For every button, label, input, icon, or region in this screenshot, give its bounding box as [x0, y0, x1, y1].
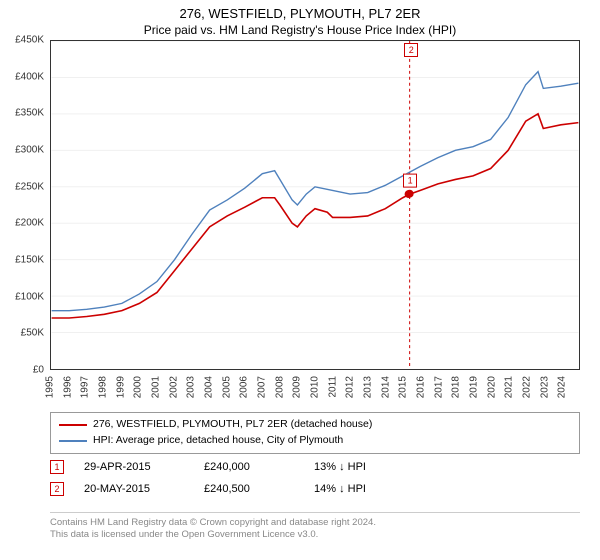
chart-title: 276, WESTFIELD, PLYMOUTH, PL7 2ER [0, 0, 600, 21]
sale-date: 20-MAY-2015 [84, 483, 184, 495]
x-tick-label: 2001 [151, 376, 162, 398]
x-tick-label: 2005 [221, 376, 232, 398]
chart-area: £0 £50K £100K £150K £200K £250K £300K £350K £400… [0, 40, 600, 410]
x-tick-label: 1997 [80, 376, 91, 398]
sale-delta: 14% ↓ HPI [314, 483, 394, 495]
x-tick-label: 2015 [398, 376, 409, 398]
x-tick-label: 2009 [292, 376, 303, 398]
legend: 276, WESTFIELD, PLYMOUTH, PL7 2ER (detac… [50, 412, 580, 454]
x-tick-label: 2000 [133, 376, 144, 398]
y-tick-label: £0 [33, 365, 44, 376]
x-tick-label: 2016 [416, 376, 427, 398]
x-tick-label: 2008 [274, 376, 285, 398]
y-tick-label: £250K [15, 181, 44, 192]
x-tick-label: 1995 [45, 376, 56, 398]
x-tick-label: 2010 [310, 376, 321, 398]
legend-item: 276, WESTFIELD, PLYMOUTH, PL7 2ER (detac… [59, 417, 571, 433]
y-tick-label: £350K [15, 108, 44, 119]
sale-badge: 1 [50, 460, 64, 474]
x-tick-label: 2014 [380, 376, 391, 398]
legend-swatch [59, 424, 87, 426]
sale-date: 29-APR-2015 [84, 461, 184, 473]
sale-price: £240,000 [204, 461, 294, 473]
y-tick-label: £450K [15, 35, 44, 46]
legend-swatch [59, 440, 87, 442]
x-tick-label: 2004 [204, 376, 215, 398]
x-tick-label: 1996 [62, 376, 73, 398]
sales-table: 1 29-APR-2015 £240,000 13% ↓ HPI 2 20-MAY-201… [50, 456, 580, 500]
x-tick-label: 2024 [557, 376, 568, 398]
x-tick-label: 2022 [522, 376, 533, 398]
plot-svg [51, 41, 579, 369]
x-tick-label: 2011 [327, 376, 338, 398]
y-tick-label: £150K [15, 255, 44, 266]
legend-item: HPI: Average price, detached house, City… [59, 433, 571, 449]
sale-marker-badge: 2 [404, 43, 418, 57]
sale-row: 1 29-APR-2015 £240,000 13% ↓ HPI [50, 456, 580, 478]
legend-label: HPI: Average price, detached house, City… [93, 433, 343, 449]
y-tick-label: £50K [21, 328, 44, 339]
sale-delta: 13% ↓ HPI [314, 461, 394, 473]
x-tick-label: 2021 [504, 376, 515, 398]
sale-price: £240,500 [204, 483, 294, 495]
y-tick-label: £200K [15, 218, 44, 229]
x-tick-label: 2020 [486, 376, 497, 398]
x-tick-label: 2019 [469, 376, 480, 398]
x-tick-label: 1999 [115, 376, 126, 398]
sale-row: 2 20-MAY-2015 £240,500 14% ↓ HPI [50, 478, 580, 500]
x-tick-label: 2018 [451, 376, 462, 398]
x-tick-label: 2006 [239, 376, 250, 398]
y-tick-label: £100K [15, 291, 44, 302]
x-tick-label: 2023 [539, 376, 550, 398]
x-tick-label: 2013 [363, 376, 374, 398]
y-tick-label: £400K [15, 71, 44, 82]
footer-attribution: Contains HM Land Registry data © Crown c… [50, 512, 580, 542]
legend-label: 276, WESTFIELD, PLYMOUTH, PL7 2ER (detac… [93, 417, 372, 433]
x-tick-label: 2007 [257, 376, 268, 398]
chart-subtitle: Price paid vs. HM Land Registry's House … [0, 21, 600, 37]
y-tick-label: £300K [15, 145, 44, 156]
footer-line: This data is licensed under the Open Gov… [50, 529, 580, 541]
y-axis-labels: £0£50K£100K£150K£200K£250K£300K£350K£400… [0, 40, 46, 370]
plot-area: 12 [50, 40, 580, 370]
x-axis-labels: 1995199619971998199920002001200220032004… [50, 372, 580, 410]
x-tick-label: 2012 [345, 376, 356, 398]
x-tick-label: 2017 [433, 376, 444, 398]
x-tick-label: 2003 [186, 376, 197, 398]
chart-container: 276, WESTFIELD, PLYMOUTH, PL7 2ER Price … [0, 0, 600, 560]
sale-badge: 2 [50, 482, 64, 496]
footer-line: Contains HM Land Registry data © Crown c… [50, 517, 580, 529]
x-tick-label: 1998 [98, 376, 109, 398]
sale-marker-badge: 1 [403, 174, 417, 188]
x-tick-label: 2002 [168, 376, 179, 398]
